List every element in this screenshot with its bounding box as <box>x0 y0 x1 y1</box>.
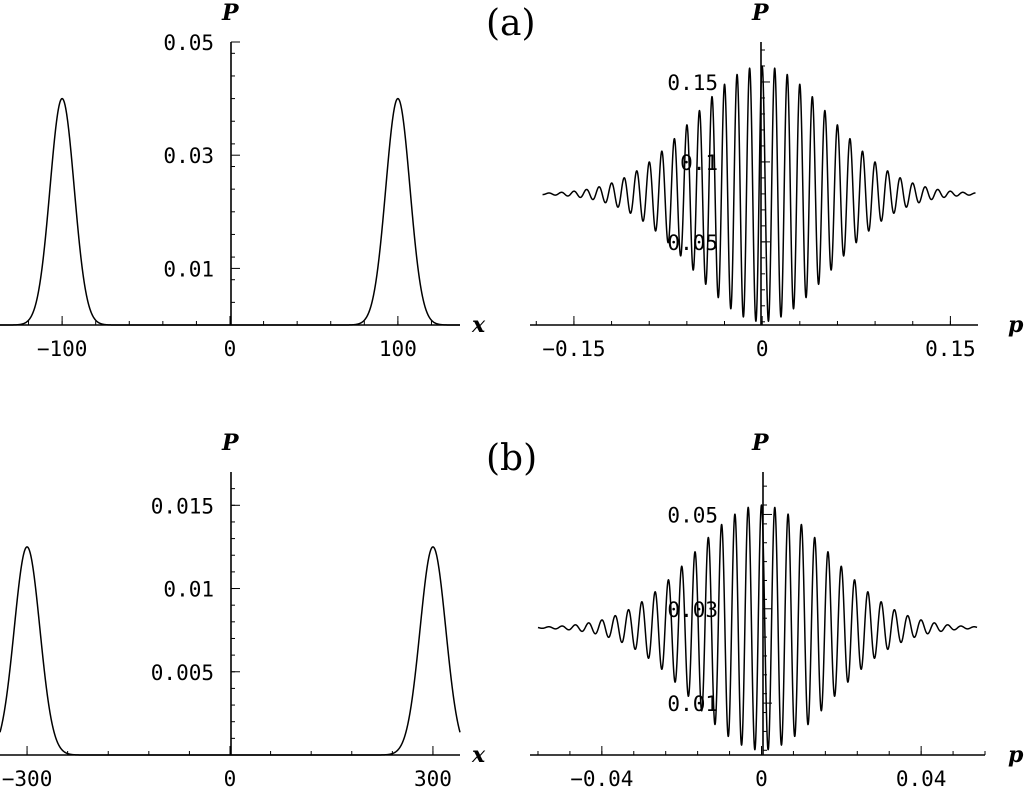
momentum-a-y-tick-label-0: 0.05 <box>667 231 718 255</box>
position-a-curve <box>0 97 461 326</box>
momentum-a-y-tick-label-1: 0.1 <box>680 151 718 175</box>
momentum-a-x-axis-label: p <box>1008 312 1024 338</box>
position-b-x-axis-label: x <box>471 742 486 768</box>
momentum-a-x-tick-label-0: −0.15 <box>542 337 605 361</box>
momentum-b-x-axis-label: p <box>1008 742 1024 768</box>
position-b-x-tick-label-0: −300 <box>2 767 53 787</box>
momentum-b-curve <box>537 504 978 751</box>
momentum-b-x-tick-label-2: 0.04 <box>896 767 947 787</box>
position-a-x-tick-label-0: −100 <box>37 337 88 361</box>
momentum-a-y-axis-label: P <box>751 0 770 26</box>
chart-momentum-a: −0.15 0 0.15 0.05 0.1 0.15 p P <box>530 0 1024 361</box>
momentum-b-x-tick-label-1: 0 <box>755 767 768 787</box>
momentum-b-y-tick-label-2: 0.05 <box>667 503 718 527</box>
chart-position-a: −100 0 100 0.01 0.03 0.05 x P <box>0 0 486 361</box>
position-b-curve <box>0 546 461 756</box>
panel-label-a: (a) <box>486 3 536 44</box>
position-b-x-tick-label-2: 300 <box>414 767 452 787</box>
position-b-y-tick-label-2: 0.015 <box>151 494 214 518</box>
position-b-x-tick-label-1: 0 <box>224 767 237 787</box>
position-a-y-tick-label-2: 0.05 <box>163 31 214 55</box>
position-a-y-tick-label-0: 0.01 <box>163 257 214 281</box>
momentum-a-y-tick-label-2: 0.15 <box>667 71 718 95</box>
position-a-x-tick-label-1: 0 <box>224 337 237 361</box>
chart-position-b: −300 0 300 0.005 0.01 0.015 x P <box>0 430 486 787</box>
panel-label-b: (b) <box>486 438 537 479</box>
position-a-x-tick-label-2: 100 <box>379 337 417 361</box>
position-b-y-tick-label-1: 0.01 <box>163 578 214 602</box>
momentum-a-curve <box>541 65 977 322</box>
position-b-y-tick-label-0: 0.005 <box>151 661 214 685</box>
position-a-y-tick-label-1: 0.03 <box>163 144 214 168</box>
position-b-y-axis-label: P <box>221 430 240 456</box>
momentum-b-x-tick-label-0: −0.04 <box>570 767 633 787</box>
momentum-b-y-tick-label-0: 0.01 <box>667 692 718 716</box>
position-a-y-axis-label: P <box>221 0 240 26</box>
momentum-a-x-tick-label-2: 0.15 <box>925 337 976 361</box>
momentum-a-x-tick-label-1: 0 <box>756 337 769 361</box>
position-a-x-axis-label: x <box>471 312 486 338</box>
momentum-b-y-axis-label: P <box>751 430 770 456</box>
